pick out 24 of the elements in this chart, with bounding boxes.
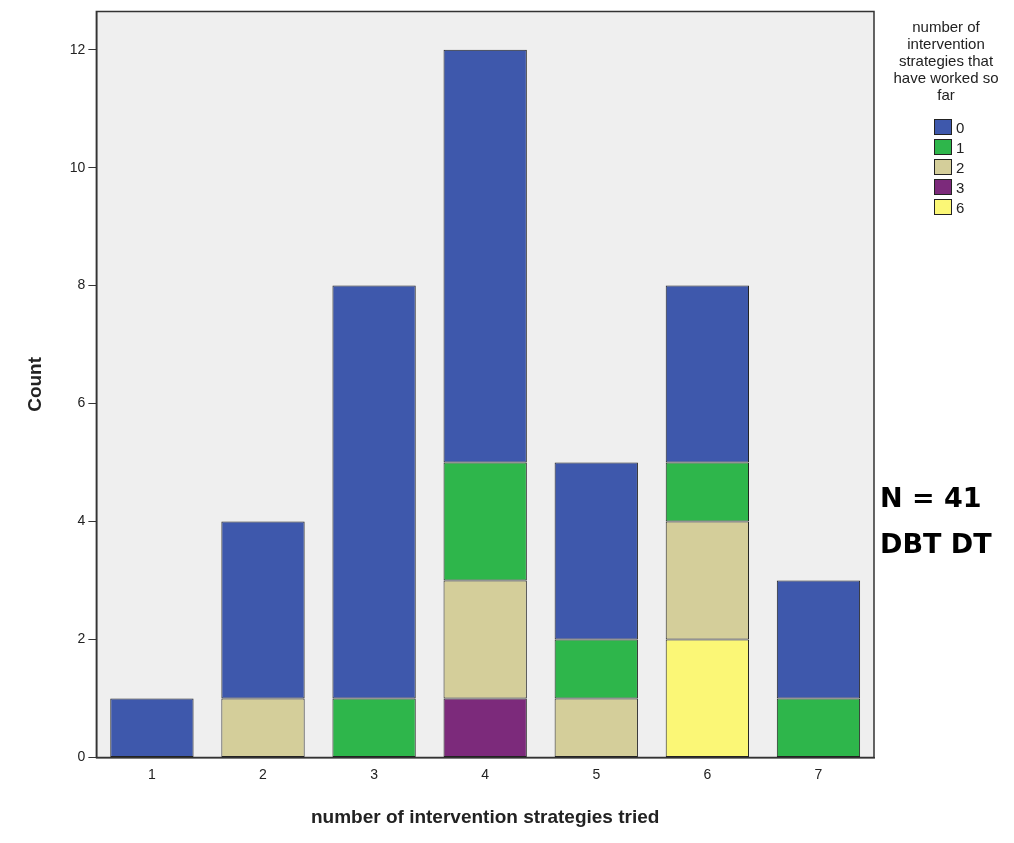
- legend-label: 2: [956, 158, 965, 176]
- text: N = 41: [880, 481, 983, 515]
- x-tick-label: 5: [592, 765, 601, 782]
- y-tick-label: 12: [69, 40, 86, 57]
- x-tick-label: 2: [259, 765, 268, 782]
- y-tick-label: 2: [77, 630, 86, 647]
- y-tick-label: 10: [69, 158, 86, 175]
- x-tick-label: 4: [481, 765, 490, 782]
- text: DBT DT: [880, 527, 992, 561]
- legend-label: 1: [956, 138, 965, 156]
- legend-label: 3: [956, 178, 965, 196]
- y-axis-title: Count: [23, 356, 45, 412]
- x-tick-label: 6: [703, 765, 712, 782]
- x-axis-title: number of intervention strategies tried: [310, 805, 660, 827]
- y-tick-label: 6: [77, 394, 86, 411]
- y-tick-label: 8: [77, 276, 86, 293]
- x-tick-label: 1: [148, 765, 157, 782]
- y-tick-label: 0: [77, 748, 86, 765]
- legend-label: 0: [956, 118, 965, 136]
- x-tick-label: 3: [370, 765, 379, 782]
- legend-label: 6: [956, 198, 965, 216]
- legend-title: number of intervention strategies that have worked so far: [892, 18, 1000, 103]
- y-tick-label: 4: [77, 512, 86, 529]
- x-tick-label: 7: [814, 765, 823, 782]
